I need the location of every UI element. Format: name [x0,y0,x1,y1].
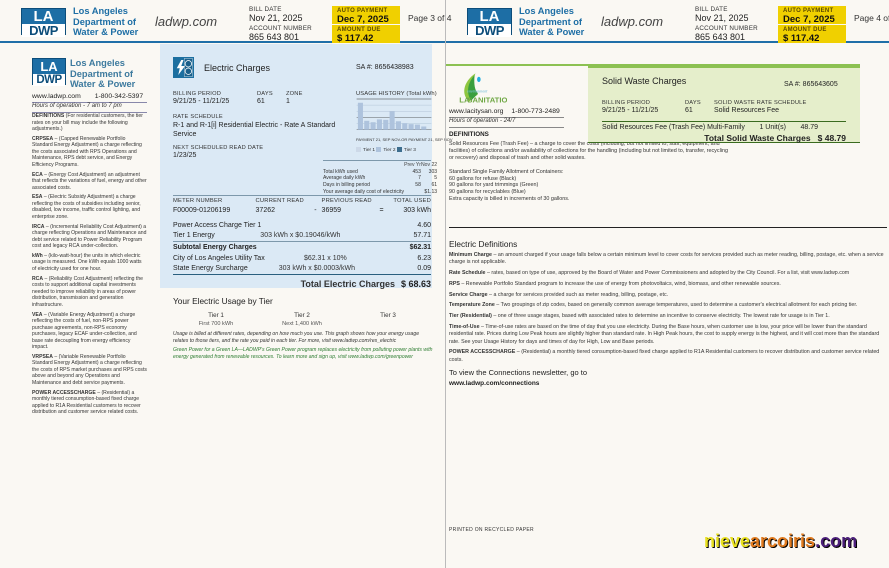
svg-text:SANITATION: SANITATION [467,95,507,104]
svg-text:environment: environment [467,90,488,94]
